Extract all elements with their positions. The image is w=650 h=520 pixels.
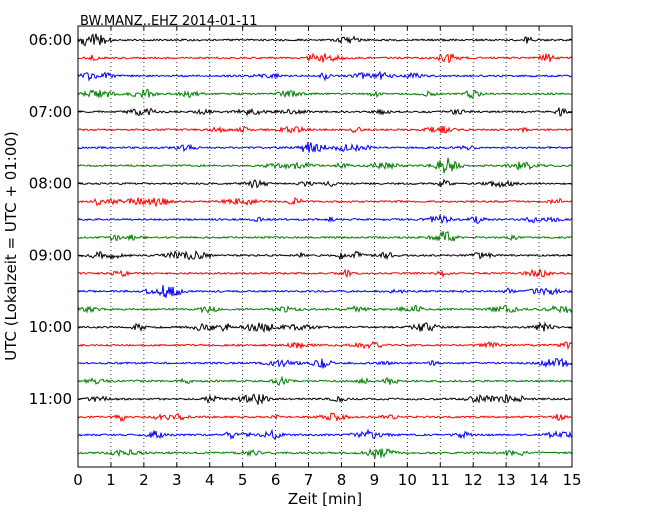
plot-frame	[77, 25, 573, 468]
x-tick-label: 15	[562, 471, 581, 489]
trace-11:15	[77, 412, 573, 423]
x-tick-label: 5	[238, 471, 248, 489]
trace-06:30	[77, 70, 573, 82]
trace-09:30	[77, 284, 573, 298]
x-tick-label: 0	[73, 471, 83, 489]
y-tick-label: 10:00	[29, 318, 72, 336]
trace-08:15	[77, 196, 573, 208]
trace-11:45	[77, 447, 573, 460]
trace-09:15	[77, 267, 573, 279]
trace-11:00	[77, 393, 573, 405]
trace-09:45	[77, 304, 573, 315]
x-tick-label: 1	[106, 471, 116, 489]
x-tick-label: 2	[139, 471, 149, 489]
trace-09:00	[77, 249, 573, 261]
trace-06:15	[77, 52, 573, 64]
x-tick-label: 10	[398, 471, 417, 489]
x-axis-label: Zeit [min]	[288, 490, 362, 508]
trace-06:00	[77, 33, 573, 47]
x-tick-label: 14	[530, 471, 549, 489]
x-tick-label: 12	[464, 471, 483, 489]
x-tick-label: 9	[370, 471, 380, 489]
trace-10:30	[77, 357, 573, 369]
x-tick-label: 6	[271, 471, 281, 489]
y-tick-label: 08:00	[29, 175, 72, 193]
y-axis: 06:00 07:00 08:00 09:00 10:00 11:00	[29, 31, 572, 408]
x-tick-label: 4	[205, 471, 215, 489]
trace-10:00	[77, 321, 573, 334]
trace-07:15	[77, 125, 573, 134]
trace-07:30	[77, 142, 573, 153]
trace-07:45	[77, 157, 573, 174]
x-tick-label: 7	[304, 471, 314, 489]
y-axis-label: UTC (Lokalzeit = UTC + 01:00)	[2, 131, 20, 361]
grid-lines	[110, 26, 540, 467]
trace-07:00	[77, 107, 573, 117]
trace-10:15	[77, 340, 573, 351]
x-tick-label: 13	[497, 471, 516, 489]
trace-group	[77, 33, 573, 460]
trace-08:30	[77, 214, 573, 225]
trace-11:30	[77, 428, 573, 441]
x-tick-label: 11	[431, 471, 450, 489]
x-tick-label: 3	[172, 471, 182, 489]
x-axis: 0 1 2 3 4 5 6 7 8 9 10 11 12 13 14 15	[73, 26, 582, 489]
trace-08:00	[77, 178, 573, 189]
trace-10:45	[77, 375, 573, 386]
trace-08:45	[77, 230, 573, 242]
x-tick-label: 8	[337, 471, 347, 489]
y-tick-label: 11:00	[29, 390, 72, 408]
y-tick-label: 09:00	[29, 246, 72, 264]
chart-title: BW.MANZ..EHZ 2014-01-11	[80, 14, 258, 29]
trace-06:45	[77, 88, 573, 99]
y-tick-label: 06:00	[29, 31, 72, 49]
y-tick-label: 07:00	[29, 103, 72, 121]
